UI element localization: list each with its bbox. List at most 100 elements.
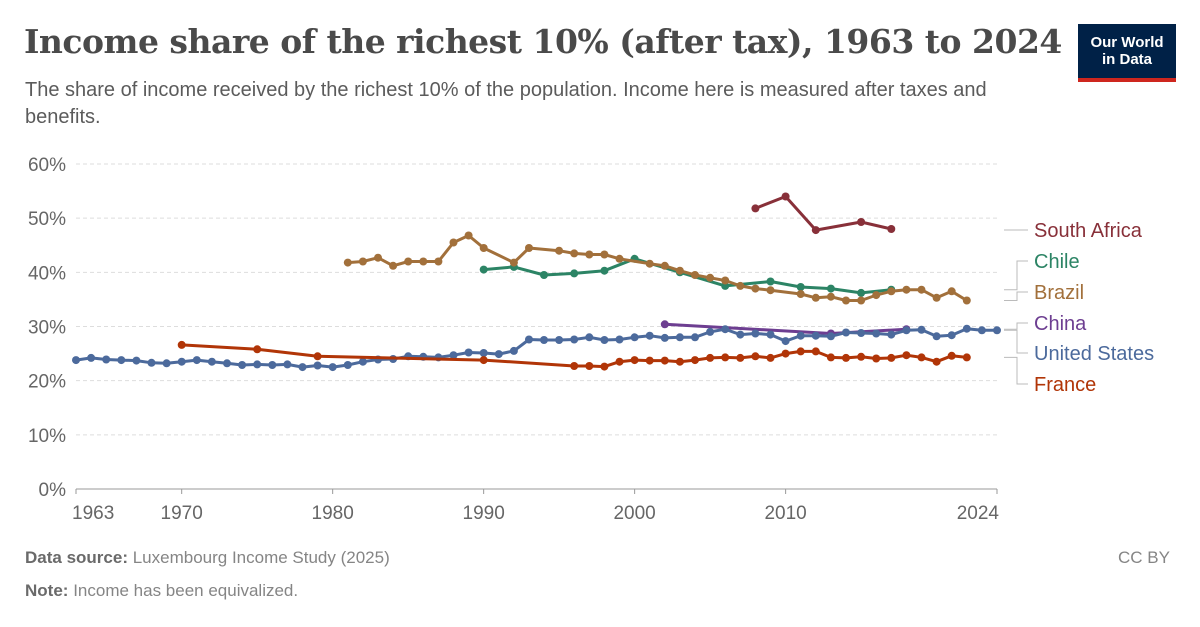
- data-point-france-1979: [313, 352, 322, 361]
- data-point-france-2021: [947, 351, 956, 360]
- data-point-united-states-1969: [162, 359, 171, 368]
- x-tick-label-2010: 2010: [764, 503, 806, 524]
- series-chile: [479, 254, 896, 297]
- data-point-france-1970: [177, 340, 186, 349]
- data-point-france-2022: [962, 353, 971, 362]
- data-point-france-2009: [766, 353, 775, 362]
- data-point-brazil-1998: [600, 250, 609, 259]
- data-point-france-2020: [932, 357, 941, 366]
- data-point-south-africa-2012: [811, 226, 820, 235]
- data-point-united-states-2017: [887, 330, 896, 339]
- y-tick-label-10: 10%: [28, 426, 66, 447]
- data-point-united-states-1967: [132, 356, 141, 365]
- data-point-chile-2013: [826, 284, 835, 293]
- data-point-united-states-2002: [660, 333, 669, 342]
- data-point-chile-1998: [600, 266, 609, 275]
- y-tick-label-0: 0%: [39, 480, 67, 501]
- data-point-united-states-1999: [615, 335, 624, 344]
- data-point-brazil-2015: [857, 296, 866, 305]
- logo-line-2: in Data: [1101, 51, 1152, 68]
- data-point-united-states-1971: [192, 356, 201, 365]
- data-point-brazil-2003: [675, 266, 684, 275]
- data-point-france-2001: [645, 356, 654, 365]
- data-point-brazil-1986: [419, 257, 428, 266]
- data-point-united-states-2008: [751, 329, 760, 338]
- data-point-france-2017: [887, 353, 896, 362]
- data-point-united-states-1988: [449, 351, 458, 360]
- x-tick-label-1963: 1963: [72, 503, 114, 524]
- data-point-united-states-1977: [283, 360, 292, 369]
- data-point-brazil-1996: [570, 249, 579, 258]
- data-point-united-states-2019: [917, 325, 926, 334]
- data-point-united-states-1981: [343, 361, 352, 369]
- data-point-united-states-1979: [313, 361, 322, 370]
- data-point-united-states-1978: [298, 363, 307, 372]
- logo-line-1: Our World: [1090, 34, 1164, 51]
- data-point-brazil-1984: [389, 261, 398, 270]
- data-point-united-states-2020: [932, 332, 941, 341]
- data-point-chile-1990: [479, 265, 488, 274]
- y-tick-label-30: 30%: [28, 318, 66, 339]
- data-point-france-2005: [706, 353, 715, 362]
- data-point-brazil-1995: [555, 246, 564, 255]
- data-point-france-2016: [872, 354, 881, 363]
- data-point-france-1997: [585, 362, 594, 370]
- data-point-china-2002: [660, 320, 669, 329]
- legend-label-brazil: Brazil: [1034, 282, 1084, 304]
- data-point-france-1975: [253, 345, 262, 354]
- data-point-united-states-1997: [585, 333, 594, 342]
- data-point-brazil-2020: [932, 293, 941, 302]
- data-point-brazil-1988: [449, 238, 458, 247]
- y-tick-label-20: 20%: [28, 372, 66, 393]
- data-point-chile-2009: [766, 277, 775, 286]
- license[interactable]: CC BY: [1118, 548, 1170, 567]
- chart-subtitle: The share of income received by the rich…: [25, 79, 987, 128]
- data-point-south-africa-2008: [751, 204, 760, 213]
- legend-label-china: China: [1034, 313, 1087, 335]
- data-point-brazil-1990: [479, 244, 488, 252]
- data-point-france-2003: [675, 357, 684, 366]
- data-point-united-states-2012: [811, 331, 820, 340]
- axes: 0% 10% 20% 30% 40% 50% 60% 1963 1970 1980 1990 2000…: [28, 155, 999, 524]
- legend-connector-chile: [1004, 260, 1028, 291]
- y-tick-label-40: 40%: [28, 263, 66, 284]
- data-point-brazil-1981: [343, 258, 352, 267]
- data-point-united-states-1972: [207, 357, 216, 366]
- series-united-states: [72, 324, 1001, 372]
- legend-connector-united-states: [1004, 329, 1028, 354]
- data-point-united-states-1964: [87, 353, 96, 362]
- data-point-brazil-2018: [902, 285, 911, 294]
- data-point-brazil-2014: [842, 296, 850, 305]
- note: Note: Income has been equivalized.: [25, 581, 298, 601]
- data-point-united-states-1993: [525, 335, 533, 344]
- data-point-united-states-1966: [117, 356, 126, 365]
- data-point-brazil-2022: [962, 296, 971, 305]
- data-point-brazil-1987: [434, 257, 443, 266]
- data-point-united-states-1973: [223, 359, 231, 368]
- data-point-brazil-2009: [766, 286, 775, 295]
- data-point-brazil-2006: [721, 276, 730, 285]
- data-point-united-states-2018: [902, 326, 911, 335]
- data-point-france-2004: [691, 356, 699, 365]
- data-point-united-states-2005: [706, 327, 715, 336]
- y-tick-label-50: 50%: [28, 209, 66, 230]
- data-point-france-1996: [570, 362, 579, 370]
- data-point-brazil-2016: [872, 291, 881, 300]
- owid-logo[interactable]: Our World in Data: [1078, 24, 1176, 82]
- data-point-united-states-2023: [977, 326, 986, 335]
- data-point-united-states-2006: [721, 325, 730, 334]
- data-point-france-2018: [902, 351, 911, 360]
- series: [72, 192, 1001, 372]
- data-point-france-1999: [615, 357, 624, 366]
- data-point-france-2015: [857, 352, 866, 361]
- data-point-chile-2015: [857, 288, 866, 297]
- data-point-united-states-1998: [600, 336, 609, 344]
- data-point-brazil-2021: [947, 287, 956, 296]
- data-point-united-states-1980: [328, 363, 337, 372]
- legend-label-chile: Chile: [1034, 251, 1080, 273]
- data-source: Data source: Luxembourg Income Study (20…: [25, 548, 390, 568]
- data-point-france-2012: [811, 347, 820, 356]
- data-point-brazil-2002: [660, 261, 669, 270]
- data-point-united-states-1989: [464, 348, 473, 357]
- data-point-brazil-2012: [811, 293, 820, 302]
